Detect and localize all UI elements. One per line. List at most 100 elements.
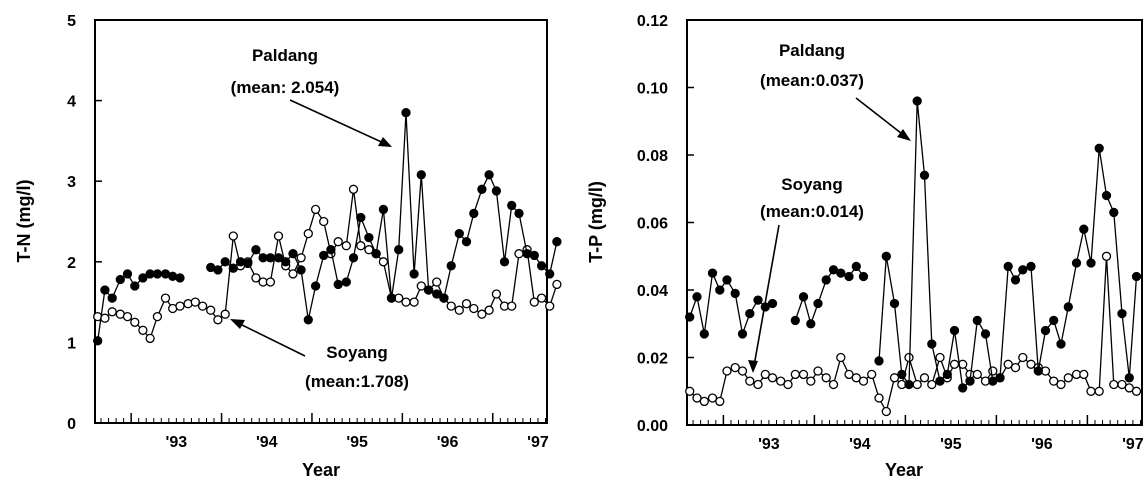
tp-soyang-point: [813, 366, 823, 376]
tp-paldang-point: [995, 373, 1005, 383]
tn-paldang-point: [461, 237, 472, 247]
tp-soyang-point: [1049, 376, 1059, 386]
tp-ticks: [687, 19, 1141, 426]
tp-y-tick-label: 0.10: [637, 81, 668, 98]
tn-paldang-point: [296, 265, 306, 275]
tn-soyang-point: [514, 249, 524, 259]
tn-paldang-point: [499, 257, 510, 267]
tn-y-tick-label: 1: [67, 335, 76, 352]
tn-soyang-point: [160, 293, 171, 303]
tp-paldang-point: [715, 285, 725, 295]
tp-soyang-point: [1018, 352, 1028, 363]
tp-y-tick-label: 0.06: [637, 216, 668, 233]
tp-soyang-point: [1117, 379, 1127, 390]
tp-soyang-point: [1086, 386, 1096, 396]
tp-soyang-point: [949, 359, 960, 369]
tp-soyang-point: [798, 369, 809, 380]
tn-paldang-point: [507, 200, 517, 211]
tp-soyang-point: [1101, 251, 1112, 261]
tp-paldang-point: [844, 271, 854, 282]
tp-paldang-point: [821, 275, 831, 285]
tn-soyang-point: [545, 301, 555, 311]
tn-paldang-point: [122, 269, 133, 279]
tn-soyang-point: [130, 317, 140, 327]
tn-paldang-point: [348, 253, 359, 263]
tn-y-tick-label: 3: [67, 174, 76, 191]
tp-soyang-point: [904, 352, 914, 363]
tn-soyang-line: [97, 189, 558, 340]
tp-paldang-point: [972, 315, 982, 326]
tp-soyang-point: [737, 366, 748, 376]
tn-paldang-point: [310, 281, 321, 291]
tp-paldang-point: [1124, 373, 1134, 383]
tn-soyang-point: [100, 313, 110, 323]
tn-soyang-point: [536, 293, 547, 303]
tn-paldang-point: [484, 170, 494, 180]
tn-soyang-point: [461, 299, 472, 309]
tn-soyang-point: [446, 301, 456, 311]
tp-paldang-point: [813, 298, 823, 309]
tp-paldang-point: [942, 369, 952, 380]
tp-paldang-point: [753, 295, 763, 305]
tp-paldang-point: [1109, 207, 1119, 218]
tp-paldang-point: [919, 170, 930, 180]
tp-paldang-point: [897, 369, 907, 380]
tp-paldang-point: [904, 379, 914, 390]
tp-soyang-point: [1026, 359, 1036, 369]
tn-paldang-point: [356, 212, 366, 223]
tn-soyang-point: [122, 311, 133, 322]
tp-paldang-point: [935, 376, 945, 386]
tn-paldang-annotation-mean: (mean: 2.054): [231, 78, 340, 97]
tp-paldang-point: [790, 315, 800, 326]
tp-paldang-point: [767, 298, 778, 309]
tp-paldang-point: [1003, 261, 1013, 272]
tp-soyang-point: [730, 362, 740, 373]
tn-paldang-point: [364, 232, 374, 243]
tn-paldang-point: [394, 245, 404, 255]
tn-y-axis-title: T-N (mg/l): [14, 180, 34, 263]
tn-paldang-arrowhead: [378, 137, 392, 147]
tn-soyang-point: [206, 305, 216, 315]
tn-paldang-point: [439, 293, 449, 303]
tn-chart: 0 1 2 3 4 5 '93 '94 '95 '96 '97 Year T-N (mg/l) Pa…: [14, 13, 562, 480]
tp-soyang-point: [874, 393, 884, 403]
tp-soyang-point: [988, 366, 998, 376]
tn-paldang-point: [107, 293, 117, 303]
tp-y-tick-label: 0.08: [637, 148, 668, 165]
tn-paldang-point: [423, 285, 434, 295]
tp-paldang-point: [1049, 315, 1059, 326]
tp-soyang-point: [912, 379, 922, 390]
tn-soyang-point: [288, 269, 298, 279]
tp-paldang-point: [927, 339, 937, 349]
tn-paldang-annotation-name: Paldang: [252, 46, 318, 65]
tp-x-tick-label: '94: [849, 436, 871, 453]
tp-paldang-point: [798, 292, 809, 302]
tn-soyang-point: [152, 311, 163, 322]
tn-paldang-point: [303, 315, 313, 325]
tp-soyang-point: [927, 379, 937, 390]
tp-y-tick-label: 0.04: [637, 283, 668, 300]
tp-soyang-point: [776, 376, 786, 386]
tp-paldang-point: [1101, 190, 1112, 201]
tp-series-layer: [685, 96, 1142, 417]
tp-paldang-point: [1056, 339, 1066, 349]
tp-paldang-point: [949, 325, 960, 336]
tn-soyang-annotation-mean: (mean:1.708): [305, 372, 409, 391]
tn-paldang-point: [175, 273, 185, 283]
tp-soyang-point: [836, 352, 846, 363]
tp-soyang-point: [806, 376, 816, 386]
tn-paldang-point: [491, 186, 502, 196]
tp-x-tick-label: '96: [1031, 436, 1053, 453]
tn-soyang-point: [348, 184, 359, 194]
tp-paldang-point: [1094, 143, 1104, 153]
tp-paldang-point: [851, 261, 861, 272]
tp-soyang-point: [881, 406, 891, 417]
tp-paldang-point: [737, 329, 748, 339]
tp-soyang-arrowhead: [748, 360, 758, 373]
tp-x-tick-label: '93: [758, 436, 780, 453]
tp-soyang-point: [867, 369, 877, 380]
tp-soyang-point: [685, 386, 695, 396]
tn-soyang-annotation-name: Soyang: [326, 343, 387, 362]
tp-y-axis-title: T-P (mg/l): [586, 181, 606, 263]
tn-paldang-point: [326, 245, 336, 255]
